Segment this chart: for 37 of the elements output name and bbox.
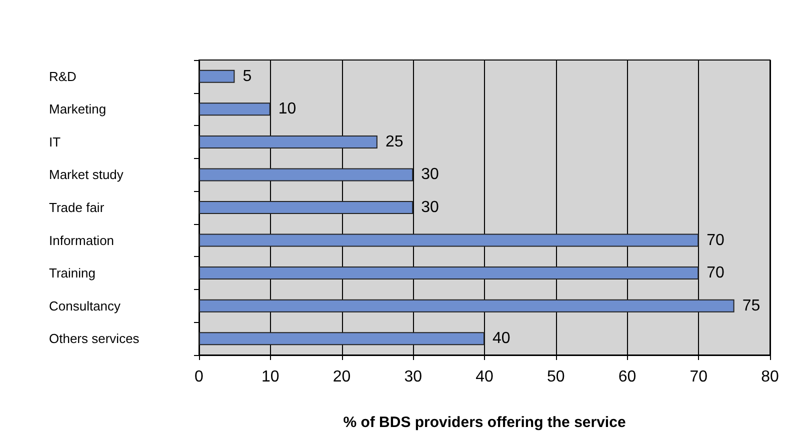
data-label: 75 bbox=[742, 297, 760, 314]
y-tick-label: Trade fair bbox=[49, 200, 105, 215]
bar bbox=[199, 70, 235, 83]
bar bbox=[199, 102, 270, 116]
data-label: 30 bbox=[421, 166, 440, 184]
bar bbox=[199, 266, 699, 280]
x-tick-label: 0 bbox=[194, 368, 204, 386]
bar bbox=[199, 201, 414, 214]
x-tick-label: 60 bbox=[618, 368, 636, 386]
data-label: 5 bbox=[242, 68, 252, 85]
y-tick-label: R&D bbox=[49, 68, 76, 84]
bar bbox=[199, 234, 699, 247]
y-tick-label: Training bbox=[49, 266, 96, 281]
data-label: 10 bbox=[278, 100, 296, 118]
x-tick-label: 50 bbox=[546, 368, 565, 386]
data-label: 30 bbox=[421, 199, 440, 216]
data-label: 40 bbox=[492, 330, 510, 348]
data-label: 70 bbox=[706, 232, 725, 249]
x-tick-label: 70 bbox=[690, 368, 708, 386]
bar bbox=[199, 332, 484, 346]
bar bbox=[199, 299, 734, 312]
x-tick-label: 80 bbox=[761, 368, 779, 386]
x-tick-label: 40 bbox=[476, 368, 494, 386]
x-tick-label: 20 bbox=[332, 368, 351, 386]
x-axis-title: % of BDS providers offering the service bbox=[343, 414, 626, 431]
bar bbox=[199, 135, 378, 148]
bar bbox=[199, 168, 414, 182]
x-tick-label: 10 bbox=[261, 368, 280, 386]
y-tick-label: Information bbox=[49, 232, 114, 248]
y-tick-label: Marketing bbox=[49, 102, 106, 117]
y-tick-label: Consultancy bbox=[49, 298, 122, 314]
y-tick-label: IT bbox=[49, 134, 61, 150]
y-tick-label: Market study bbox=[49, 167, 124, 182]
x-tick-label: 30 bbox=[404, 368, 422, 386]
data-label: 70 bbox=[706, 264, 725, 282]
data-label: 25 bbox=[385, 133, 404, 150]
y-tick-label: Others services bbox=[49, 331, 140, 346]
